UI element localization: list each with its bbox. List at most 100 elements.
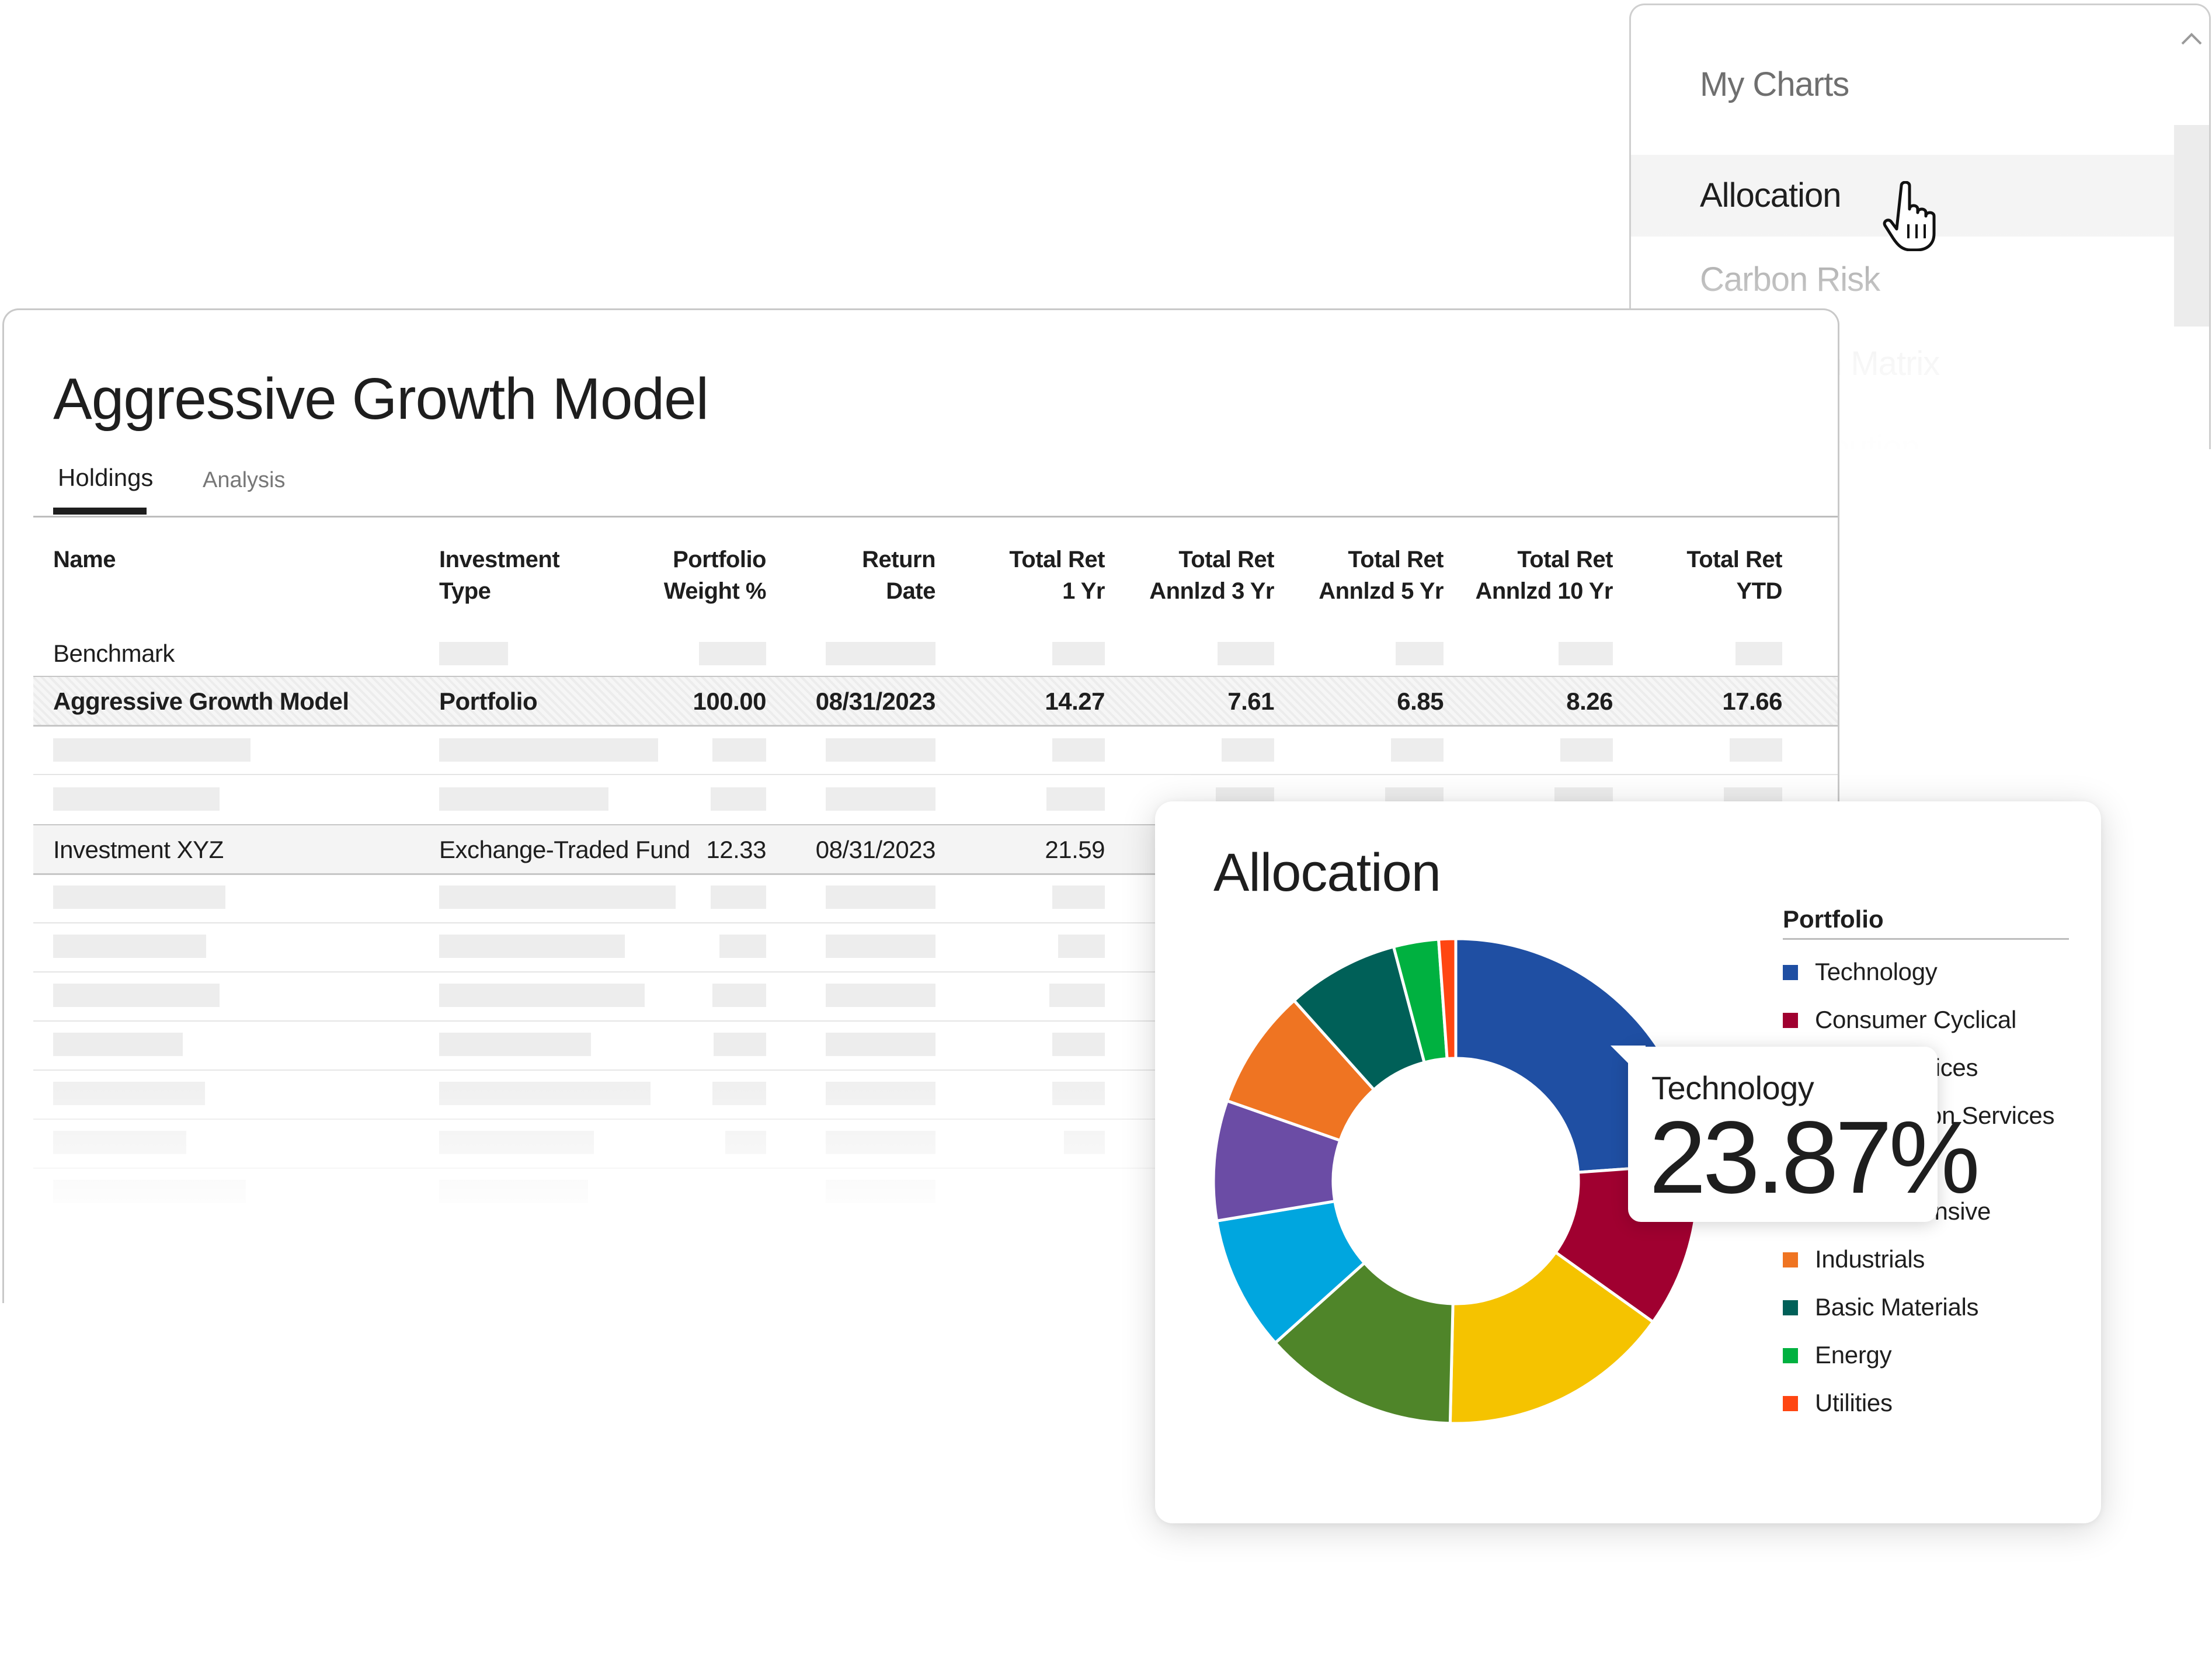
column-header-total-ret-5yr[interactable]: Total Ret Annlzd 5 Yr	[1306, 544, 1444, 607]
skeleton-placeholder	[826, 1033, 935, 1056]
column-header-portfolio-weight[interactable]: Portfolio Weight %	[641, 544, 767, 607]
header-line: YTD	[1736, 578, 1783, 604]
skeleton-placeholder	[1730, 738, 1782, 762]
skeleton-placeholder	[53, 984, 220, 1007]
chart-tooltip: Technology 23.87%	[1611, 1046, 1980, 1222]
legend-swatch	[1783, 1252, 1798, 1267]
donut-slice-financial-services[interactable]	[1448, 1250, 1655, 1425]
column-header-investment-type[interactable]: Investment Type	[439, 544, 560, 607]
header-line: Total Ret	[1009, 547, 1105, 572]
portfolio-type: Portfolio	[439, 687, 538, 715]
skeleton-placeholder	[53, 1033, 183, 1056]
row-divider	[33, 725, 1838, 727]
dropdown-scrollbar[interactable]	[2174, 5, 2209, 449]
skeleton-placeholder	[826, 984, 935, 1007]
skeleton-placeholder	[712, 984, 766, 1007]
skeleton-placeholder	[439, 787, 608, 811]
skeleton-placeholder	[1052, 642, 1105, 665]
skeleton-placeholder	[439, 935, 625, 958]
header-line: Type	[439, 578, 491, 604]
portfolio-weight: 100.00	[693, 687, 767, 715]
skeleton-placeholder	[1396, 642, 1444, 665]
skeleton-placeholder	[439, 984, 645, 1007]
header-line: Annlzd 5 Yr	[1319, 578, 1444, 604]
row-divider	[33, 676, 1838, 678]
investment-type: Exchange-Traded Fund	[439, 836, 690, 863]
chevron-up-icon[interactable]	[2179, 26, 2204, 52]
legend-label: Utilities	[1815, 1389, 1893, 1416]
tooltip-arrow	[1611, 1046, 1646, 1081]
legend-label: Consumer Cyclical	[1815, 1006, 2016, 1033]
column-header-total-ret-1yr[interactable]: Total Ret 1 Yr	[976, 544, 1105, 607]
menu-item-my-charts[interactable]: My Charts	[1631, 44, 2174, 126]
menu-item-label: Allocation	[1700, 176, 1841, 214]
donut-slice-utilities[interactable]	[1437, 937, 1458, 1061]
active-tab-indicator	[53, 508, 147, 515]
column-header-total-ret-3yr[interactable]: Total Ret Annlzd 3 Yr	[1137, 544, 1274, 607]
header-line: Total Ret	[1686, 547, 1782, 572]
skeleton-placeholder	[714, 1033, 766, 1056]
legend-title: Portfolio	[1783, 905, 1884, 933]
column-header-total-ret-ytd[interactable]: Total Ret YTD	[1657, 544, 1782, 607]
skeleton-placeholder	[719, 935, 766, 958]
header-line: Return	[862, 547, 935, 572]
skeleton-placeholder	[826, 642, 935, 665]
legend-swatch	[1783, 1348, 1798, 1363]
skeleton-placeholder	[826, 885, 935, 909]
skeleton-placeholder	[53, 935, 206, 958]
tooltip-label: Technology	[1651, 1069, 1814, 1106]
chart-title: Allocation	[1213, 843, 1441, 902]
skeleton-placeholder	[1735, 642, 1782, 665]
skeleton-placeholder	[439, 1033, 591, 1056]
tab-analysis[interactable]: Analysis	[203, 468, 286, 492]
skeleton-placeholder	[699, 642, 766, 665]
row-divider	[33, 824, 1838, 826]
menu-item-label: n Matrix	[1824, 345, 1940, 383]
legend-label: Industrials	[1815, 1245, 1925, 1273]
header-line: 1 Yr	[1062, 578, 1105, 604]
skeleton-placeholder	[711, 885, 766, 909]
portfolio-ret-ytd: 17.66	[1722, 687, 1782, 715]
skeleton-placeholder	[712, 738, 766, 762]
header-line: Investment	[439, 547, 560, 572]
table-row-portfolio[interactable]	[33, 677, 1838, 725]
column-header-return-date[interactable]: Return Date	[810, 544, 935, 607]
investment-name: Investment XYZ	[53, 836, 224, 863]
skeleton-placeholder	[826, 787, 935, 811]
header-line: Portfolio	[673, 547, 766, 572]
skeleton-placeholder	[53, 787, 220, 811]
row-divider	[33, 1020, 1838, 1022]
portfolio-name: Aggressive Growth Model	[53, 687, 349, 715]
row-divider	[33, 971, 1838, 973]
page-title: Aggressive Growth Model	[53, 366, 709, 432]
skeleton-placeholder	[439, 885, 676, 909]
skeleton-placeholder	[439, 642, 508, 665]
skeleton-placeholder	[1391, 738, 1444, 762]
menu-item-label: Carbon Risk	[1700, 261, 1880, 298]
column-header-name[interactable]: Name	[53, 544, 116, 575]
tabs-divider	[33, 516, 1838, 518]
hand-cursor-icon	[1883, 181, 1936, 251]
header-line: Total Ret	[1178, 547, 1274, 572]
legend-divider	[1783, 938, 2069, 940]
portfolio-return-date: 08/31/2023	[815, 687, 936, 715]
portfolio-ret-5yr: 6.85	[1397, 687, 1444, 715]
skeleton-placeholder	[53, 738, 251, 762]
column-header-total-ret-10yr[interactable]: Total Ret Annlzd 10 Yr	[1464, 544, 1613, 607]
tooltip-value: 23.87%	[1649, 1100, 1980, 1215]
portfolio-ret-1yr: 14.27	[1045, 687, 1105, 715]
scrollbar-thumb[interactable]	[2174, 125, 2209, 327]
skeleton-placeholder	[439, 738, 658, 762]
allocation-donut-chart[interactable]	[1211, 936, 1701, 1426]
skeleton-placeholder	[826, 935, 935, 958]
row-divider	[33, 774, 1838, 775]
skeleton-placeholder	[1559, 642, 1613, 665]
investment-weight: 12.33	[706, 836, 766, 863]
skeleton-placeholder	[1058, 935, 1105, 958]
header-line: Annlzd 10 Yr	[1475, 578, 1613, 604]
menu-item-label: My Charts	[1700, 65, 1849, 103]
portfolio-ret-10yr: 8.26	[1566, 687, 1613, 715]
skeleton-placeholder	[1222, 738, 1274, 762]
benchmark-label: Benchmark	[53, 640, 175, 667]
tab-holdings[interactable]: Holdings	[58, 464, 154, 491]
